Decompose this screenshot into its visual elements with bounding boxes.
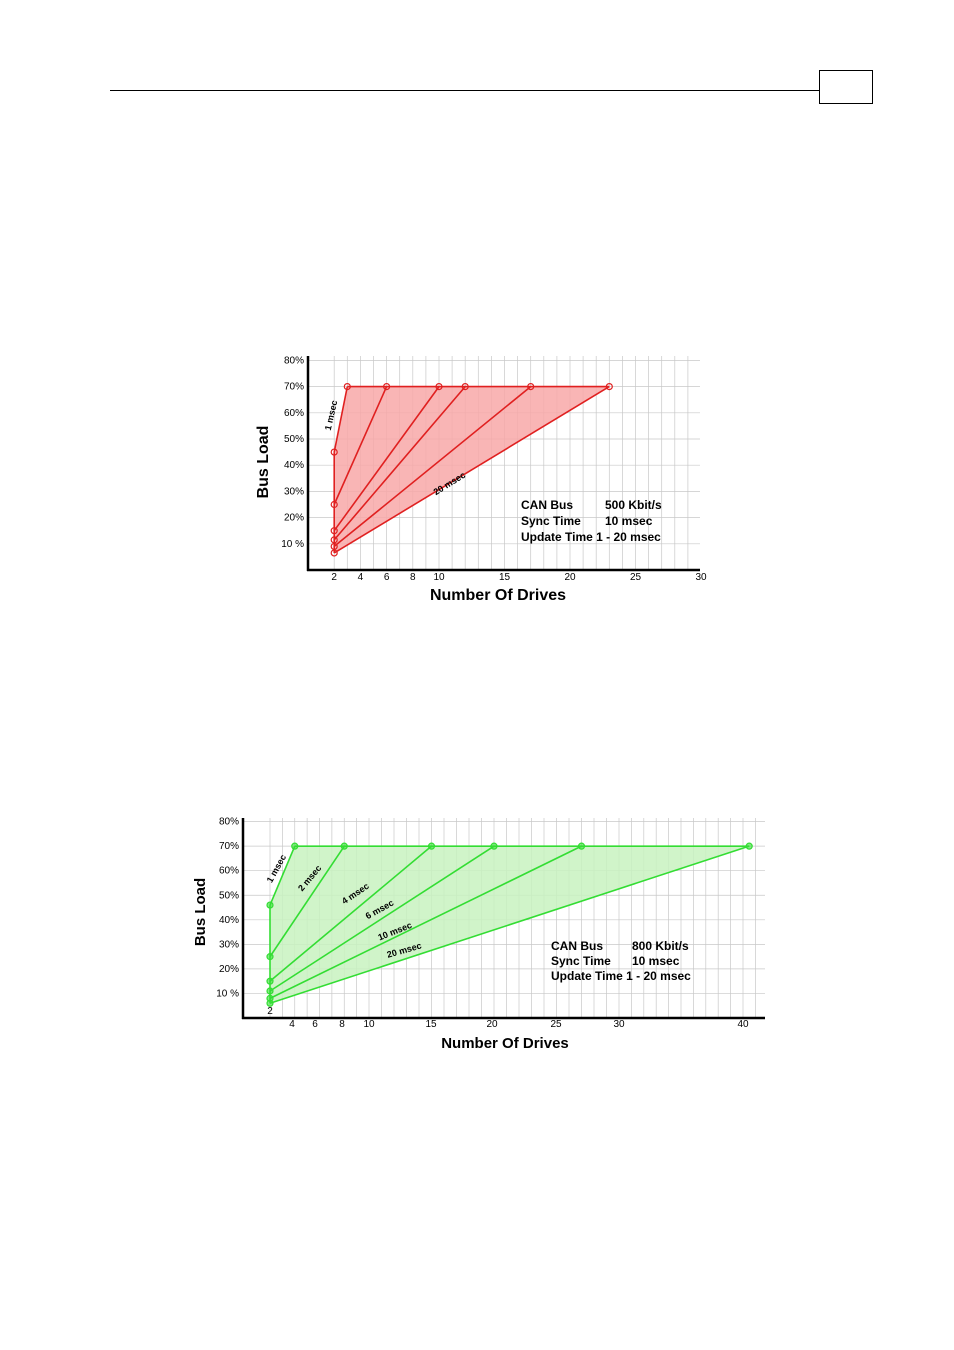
chart-2: 10 % 20% 30% 40% 50% 60% 70% 80% 2 4 6 8 10 15 20 25 30 4… [192, 817, 765, 1052]
info-value: 800 Kbit/s [632, 939, 689, 953]
info-label: Sync Time [551, 954, 611, 968]
info-label: Update Time 1 - 20 msec [551, 969, 691, 983]
series-line-4 [333, 386, 466, 541]
series-line-1 [269, 845, 296, 906]
y-axis-title: Bus Load [192, 878, 209, 946]
x-tick-label: 20 [486, 1019, 498, 1030]
data-point [383, 383, 391, 391]
series-line-4 [269, 845, 495, 992]
x-tick-label: 6 [384, 572, 390, 583]
x-tick-label: 25 [630, 572, 642, 583]
series-label: 1 msec [323, 399, 340, 431]
data-point [266, 953, 274, 961]
series-line-6 [269, 845, 750, 1005]
x-tick-label: 30 [695, 572, 707, 583]
y-tick-label: 70% [284, 382, 304, 393]
x-tick-label: 30 [613, 1019, 625, 1030]
x-tick-label: 4 [289, 1019, 295, 1030]
y-tick-label: 40% [284, 460, 304, 471]
info-label: CAN Bus [551, 939, 603, 953]
info-value: 10 msec [605, 514, 653, 528]
x-tick-label: 6 [312, 1019, 318, 1030]
info-label: CAN Bus [521, 498, 573, 512]
data-point [291, 842, 299, 850]
data-point [490, 842, 498, 850]
x-tick-label: 40 [737, 1019, 749, 1030]
data-point [745, 842, 753, 850]
data-point [266, 987, 274, 995]
series-line-5 [269, 845, 582, 1000]
x-tick-label: 25 [550, 1019, 562, 1030]
y-tick-label: 60% [219, 866, 239, 877]
x-tick-label: 10 [363, 1019, 375, 1030]
y-tick-label: 70% [219, 841, 239, 852]
x-tick-label: 10 [433, 572, 445, 583]
y-tick-label: 20% [284, 513, 304, 524]
data-point [330, 527, 338, 535]
data-point [266, 977, 274, 985]
series-line-6 [333, 385, 610, 554]
y-tick-label: 60% [284, 408, 304, 419]
y-tick-label: 80% [284, 355, 304, 366]
y-tick-label: 10 % [281, 539, 304, 550]
series-line-3 [269, 845, 433, 982]
data-point [330, 448, 338, 456]
data-point [343, 383, 351, 391]
data-point [340, 842, 348, 850]
series-line-1 [333, 386, 349, 453]
data-point [330, 500, 338, 509]
x-tick-label: 15 [425, 1019, 437, 1030]
data-point [435, 383, 443, 391]
info-value: 500 Kbit/s [605, 498, 662, 512]
data-point [461, 383, 469, 391]
x-tick-label: 15 [499, 572, 511, 583]
y-tick-label: 10 % [216, 988, 239, 999]
data-point [330, 549, 338, 557]
series-line-2 [333, 386, 388, 505]
x-tick-label: 8 [339, 1019, 345, 1030]
y-tick-label: 30% [284, 486, 304, 497]
y-tick-label: 50% [219, 890, 239, 901]
data-point [266, 999, 274, 1007]
x-tick-label: 8 [410, 572, 416, 583]
data-point [577, 842, 586, 850]
data-point [527, 383, 535, 391]
y-tick-label: 80% [219, 817, 239, 828]
header-rule [110, 90, 820, 91]
chart-1: 10 % 20% 30% 40% 50% 60% 70% 80% 2 4 6 8 10 15 20 25 30 N… [255, 355, 707, 604]
x-tick-label: 20 [564, 572, 576, 583]
series-line-2 [269, 845, 345, 958]
x-tick-label: 2 [267, 1006, 273, 1017]
series-line-5 [333, 385, 532, 548]
data-point [605, 383, 613, 391]
y-tick-label: 40% [219, 915, 239, 926]
info-label: Sync Time [521, 514, 581, 528]
x-tick-label: 4 [358, 572, 364, 583]
y-tick-label: 50% [284, 434, 304, 445]
x-axis-title: Number Of Drives [430, 587, 566, 604]
data-point [266, 901, 274, 909]
series-line-3 [333, 386, 440, 532]
data-point [427, 842, 436, 850]
y-tick-label: 20% [219, 964, 239, 975]
info-label: Update Time 1 - 20 msec [521, 530, 661, 544]
y-axis-title: Bus Load [255, 426, 272, 499]
page-number-box [819, 70, 873, 104]
info-value: 10 msec [632, 954, 680, 968]
x-tick-label: 2 [331, 572, 337, 583]
x-axis-title: Number Of Drives [441, 1035, 569, 1052]
y-tick-label: 30% [219, 939, 239, 950]
